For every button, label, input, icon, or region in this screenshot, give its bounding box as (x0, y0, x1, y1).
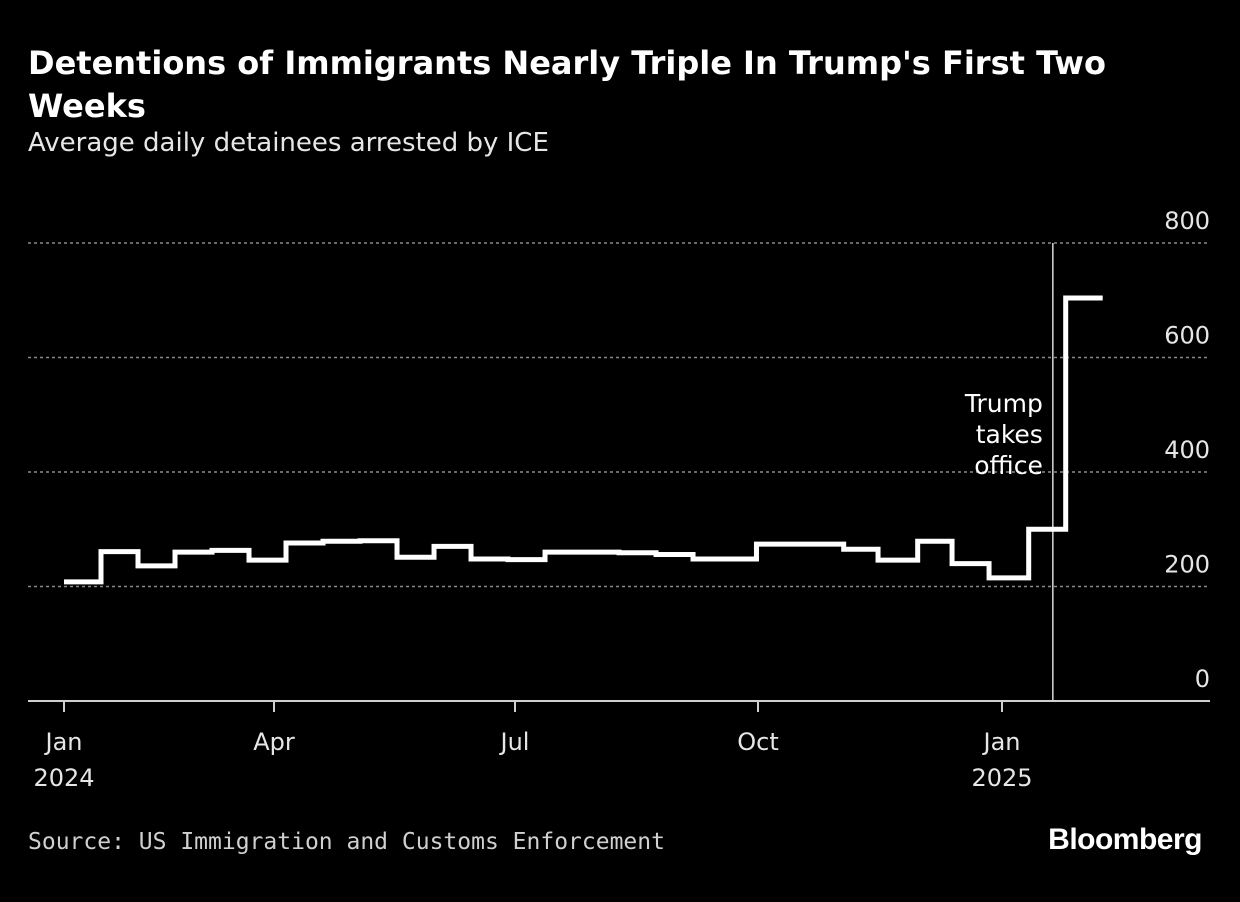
annotation-text: office (974, 451, 1043, 480)
source-note: Source: US Immigration and Customs Enfor… (28, 829, 665, 855)
y-tick-label: 200 (1164, 551, 1210, 579)
x-tick-label: Apr (253, 728, 295, 756)
x-tick-year-label: 2025 (971, 764, 1032, 792)
y-tick-label: 800 (1164, 207, 1210, 235)
annotation-text: Trump (964, 389, 1043, 418)
x-tick-label: Jan (44, 728, 83, 756)
x-tick-label: Jul (499, 728, 530, 756)
series-line (64, 295, 1103, 585)
x-tick-label: Jan (982, 728, 1021, 756)
chart-title: Detentions of Immigrants Nearly Triple I… (28, 44, 1106, 125)
x-tick-year-label: 2024 (33, 764, 94, 792)
chart-subtitle: Average daily detainees arrested by ICE (28, 128, 549, 158)
y-tick-label: 0 (1195, 665, 1210, 693)
annotation-text: takes (976, 420, 1043, 449)
y-tick-label: 600 (1164, 322, 1210, 350)
x-tick-label: Oct (737, 728, 779, 756)
y-tick-label: 400 (1164, 436, 1210, 464)
bloomberg-logo: Bloomberg (1048, 823, 1202, 856)
